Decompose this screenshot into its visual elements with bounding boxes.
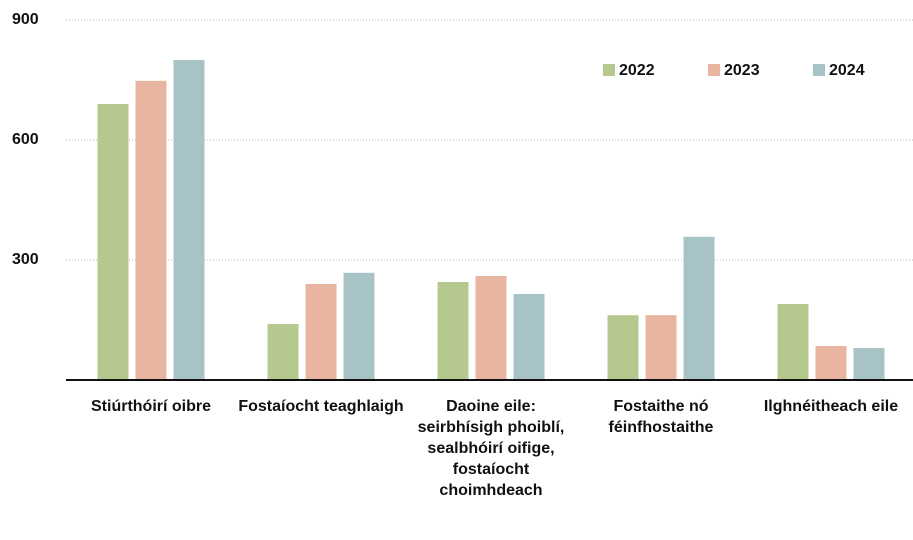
- bar: [173, 60, 205, 380]
- bar: [475, 276, 507, 380]
- bar: [853, 348, 885, 380]
- x-tick-label: Fostaithe nó féinfhostaithe: [608, 398, 714, 436]
- legend-swatch: [603, 64, 615, 76]
- bar: [305, 284, 337, 380]
- y-tick-label: 600: [12, 131, 39, 148]
- legend-label: 2023: [724, 62, 760, 79]
- bar: [683, 236, 715, 380]
- bar: [815, 346, 847, 380]
- y-tick-label: 900: [12, 11, 39, 28]
- legend-swatch: [813, 64, 825, 76]
- x-tick-label: Stiúrthóirí oibre: [91, 398, 211, 415]
- bar: [97, 104, 129, 380]
- x-tick-label: Daoine eile: seirbhísigh phoiblí, sealbh…: [417, 398, 565, 499]
- bar: [135, 80, 167, 381]
- bar: [343, 272, 375, 380]
- legend-label: 2022: [619, 62, 655, 79]
- bar: [267, 324, 299, 380]
- bar: [607, 315, 639, 380]
- y-tick-label: 300: [12, 251, 39, 268]
- legend-swatch: [708, 64, 720, 76]
- bar: [645, 315, 677, 380]
- x-tick-label: Fostaíocht teaghlaigh: [238, 398, 404, 415]
- bar: [777, 304, 809, 380]
- legend-label: 2024: [829, 62, 865, 79]
- bar: [513, 294, 545, 380]
- x-tick-label: Ilghnéitheach eile: [763, 398, 899, 415]
- bar: [437, 282, 469, 380]
